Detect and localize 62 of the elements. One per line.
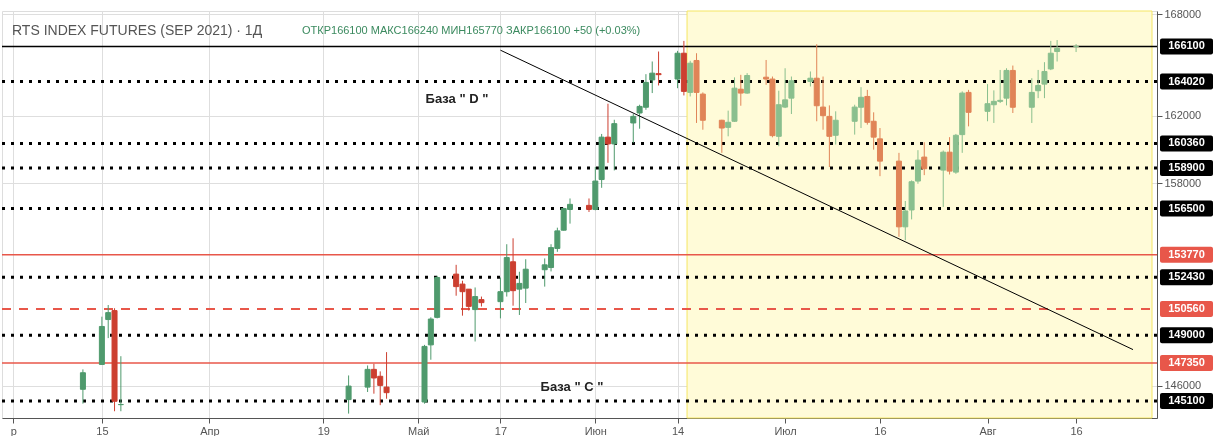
- candlestick: [364, 364, 371, 393]
- y-tick-label: 162000: [1164, 109, 1202, 122]
- ref-line-label: 149000: [1168, 328, 1205, 341]
- candlestick: [630, 113, 637, 144]
- candlestick: [965, 89, 972, 127]
- candlestick: [105, 304, 112, 339]
- x-tick-label: Апр: [200, 424, 220, 436]
- candlestick: [117, 355, 124, 412]
- candlestick: [383, 351, 390, 400]
- candlestick: [744, 72, 751, 95]
- candlestick: [718, 119, 725, 154]
- y-tick-label: 158000: [1164, 176, 1202, 189]
- x-tick-label: р: [10, 424, 17, 436]
- candlestick: [876, 127, 883, 177]
- y-tick-label: 146000: [1164, 379, 1202, 392]
- candlestick: [345, 374, 352, 415]
- text: RTS INDEX FUTURES (SEP 2021) · 1Д: [12, 22, 263, 38]
- x-tick-label: 16: [1070, 424, 1083, 436]
- candlestick: [788, 76, 795, 115]
- annotation: База " D ": [425, 91, 489, 106]
- candlestick: [611, 119, 618, 171]
- y-tick-label: 168000: [1164, 7, 1202, 20]
- ref-line-label: 153770: [1168, 247, 1205, 260]
- candlestick: [604, 103, 611, 164]
- candlestick: [946, 136, 953, 175]
- candlestick: [921, 141, 928, 176]
- candlestick: [820, 76, 827, 131]
- ref-line-label: 150560: [1168, 301, 1205, 314]
- x-tick-label: Июн: [584, 424, 607, 436]
- candlestick: [1041, 61, 1048, 99]
- candlestick: [655, 51, 662, 86]
- x-tick-label: Авг: [979, 424, 997, 436]
- candlestick: [725, 110, 732, 137]
- candlestick: [585, 197, 592, 213]
- ref-line-label: 164020: [1168, 74, 1205, 87]
- x-tick-label: Май: [407, 424, 430, 436]
- candlestick: [826, 104, 833, 168]
- x-tick-label: Июл: [774, 424, 797, 436]
- candlestick: [1028, 77, 1035, 124]
- text: ОТКР166100 МАКС166240 МИН165770 ЗАКР166100 +50 (+0.03%): [302, 24, 641, 36]
- ref-line-label: 158900: [1168, 161, 1205, 174]
- x-tick-label: 14: [671, 424, 685, 436]
- ref-line-label: 152430: [1168, 270, 1205, 283]
- candlestick: [1035, 69, 1042, 99]
- ref-line-label: 160360: [1168, 136, 1205, 149]
- candlestick: [940, 149, 947, 208]
- candlestick: [649, 61, 656, 94]
- x-tick-label: 17: [494, 424, 508, 436]
- candlestick: [1047, 40, 1054, 71]
- x-tick-label: 16: [874, 424, 887, 436]
- candlestick: [472, 286, 479, 342]
- ref-line-label: 166100: [1168, 39, 1205, 52]
- candlestick: [832, 110, 839, 146]
- x-tick-label: 15: [96, 424, 109, 436]
- candlestick: [79, 368, 86, 405]
- candlestick: [737, 74, 744, 107]
- ref-line-label: 145100: [1168, 394, 1205, 407]
- x-tick-label: 19: [317, 424, 330, 436]
- ref-line-label: 156500: [1168, 201, 1205, 214]
- annotation: База " C ": [540, 379, 604, 394]
- ref-line-label: 147350: [1168, 356, 1205, 369]
- candlestick: [1054, 39, 1061, 62]
